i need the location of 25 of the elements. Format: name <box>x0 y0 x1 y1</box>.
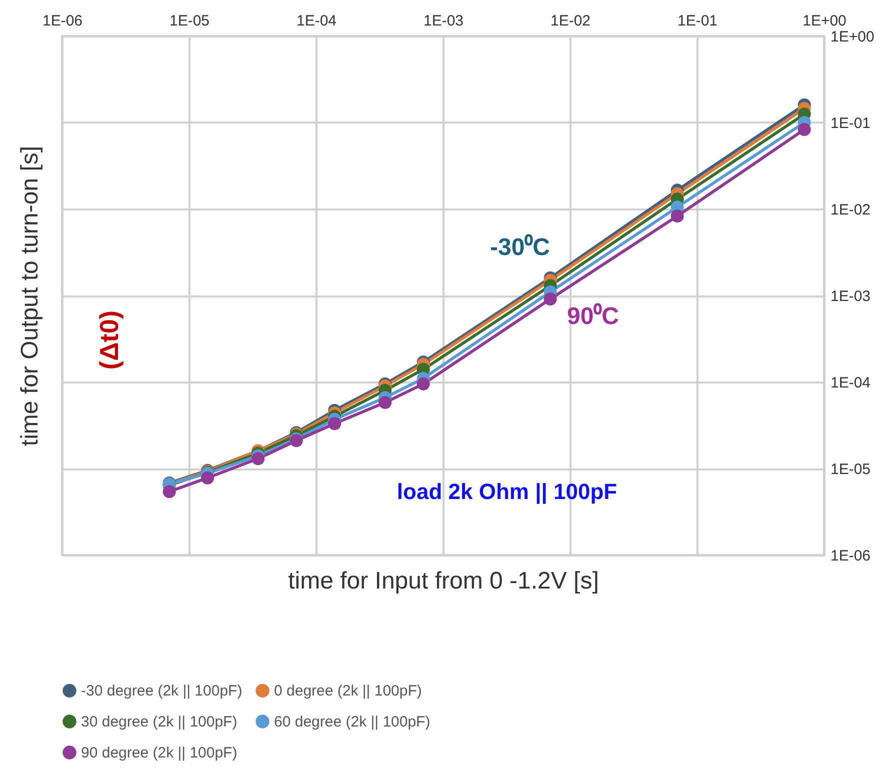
legend-label: 90 degree (2k || 100pF) <box>81 744 238 762</box>
annotation: (Δt0) <box>94 310 124 370</box>
y-tick-label: 1E-02 <box>830 202 871 218</box>
annotation: load 2k Ohm || 100pF <box>396 479 618 504</box>
y-tick-label: 1E-01 <box>830 115 871 132</box>
x-tick-label: 1E-03 <box>423 12 464 30</box>
y-tick-label: 1E-04 <box>830 374 871 392</box>
legend-label: 60 degree (2k || 100pF) <box>274 714 430 730</box>
y-axis-title: time for Output to turn-on [s] <box>16 146 44 446</box>
x-tick-label: 1E-05 <box>169 12 210 30</box>
y-tick-label: 1E-05 <box>830 461 871 478</box>
y-tick-label: 1E+00 <box>830 28 874 46</box>
x-tick-label: 1E-04 <box>296 12 337 30</box>
x-tick-label: 1E+00 <box>802 12 846 30</box>
x-tick-label: 1E-06 <box>42 12 83 30</box>
annotation: 90⁰C <box>566 303 620 330</box>
legend-label: -30 degree (2k || 100pF) <box>81 682 242 700</box>
x-tick-label: 1E-01 <box>677 12 718 30</box>
x-axis-title: time for Input from 0 -1.2V [s] <box>288 568 599 594</box>
annotation: -30⁰C <box>490 234 550 261</box>
y-tick-label: 1E-03 <box>830 288 871 305</box>
legend-label: 0 degree (2k || 100pF) <box>274 682 422 700</box>
legend-label: 30 degree (2k || 100pF) <box>81 714 238 730</box>
y-tick-label: 1E-06 <box>830 548 871 564</box>
x-tick-label: 1E-02 <box>550 12 591 30</box>
